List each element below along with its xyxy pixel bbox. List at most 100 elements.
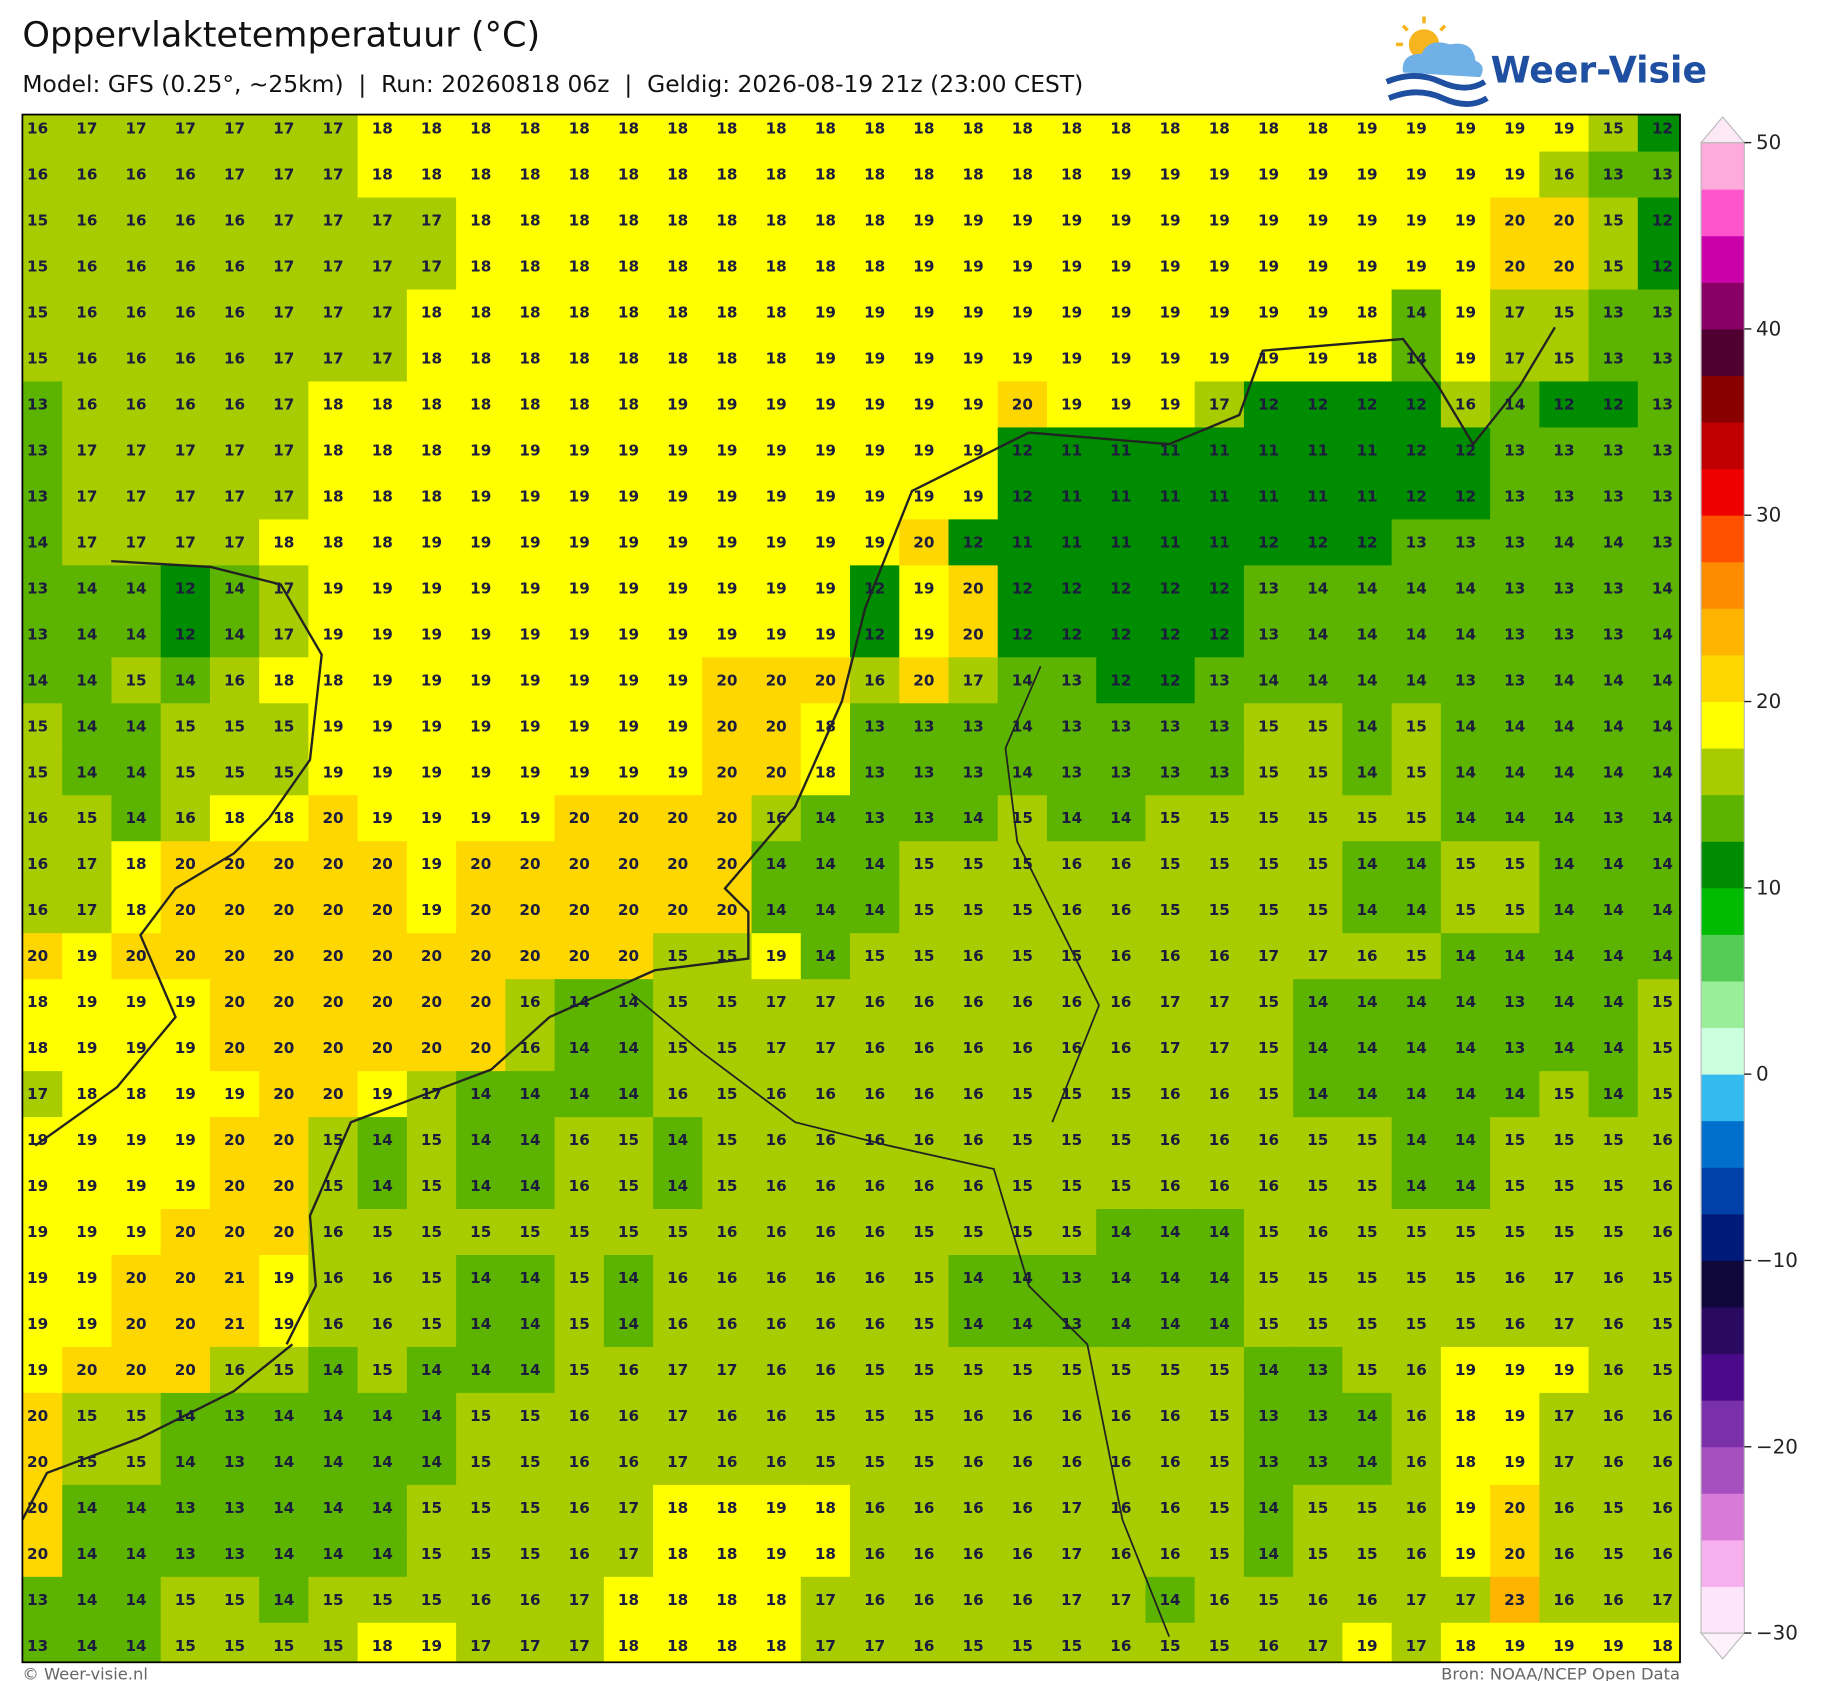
temperature-value: 15 xyxy=(322,1131,343,1149)
temperature-cell xyxy=(899,1209,950,1256)
temperature-value: 17 xyxy=(519,1637,540,1655)
temperature-value: 15 xyxy=(716,993,737,1011)
temperature-value: 17 xyxy=(815,1637,836,1655)
temperature-value: 19 xyxy=(963,258,984,276)
temperature-value: 15 xyxy=(1504,1177,1525,1195)
temperature-cell xyxy=(653,427,704,475)
temperature-cell xyxy=(1637,1346,1681,1394)
temperature-value: 20 xyxy=(667,809,688,827)
temperature-value: 16 xyxy=(1258,1637,1279,1655)
temperature-cell xyxy=(1539,657,1590,704)
temperature-value: 16 xyxy=(1406,1361,1427,1379)
temperature-value: 13 xyxy=(1110,717,1131,735)
temperature-cell xyxy=(22,1438,63,1486)
temperature-cell xyxy=(653,933,704,980)
temperature-value: 19 xyxy=(1307,349,1328,367)
temperature-cell xyxy=(800,1300,851,1348)
temperature-value: 19 xyxy=(1553,1637,1574,1655)
temperature-value: 14 xyxy=(1603,717,1624,735)
temperature-cell xyxy=(1588,565,1639,613)
temperature-cell xyxy=(1637,335,1681,383)
temperature-value: 15 xyxy=(126,1407,147,1425)
temperature-value: 16 xyxy=(864,1223,885,1241)
temperature-cell xyxy=(505,1392,556,1440)
temperature-cell xyxy=(702,611,753,659)
temperature-cell xyxy=(1096,1255,1147,1302)
temperature-cell xyxy=(1440,841,1491,888)
temperature-cell xyxy=(1194,381,1245,429)
temperature-cell xyxy=(259,1346,310,1394)
temperature-cell xyxy=(554,657,605,704)
temperature-value: 12 xyxy=(1455,487,1476,505)
temperature-cell xyxy=(1145,1071,1196,1118)
temperature-value: 15 xyxy=(667,1039,688,1057)
temperature-value: 20 xyxy=(372,947,393,965)
temperature-value: 19 xyxy=(1258,212,1279,230)
temperature-value: 18 xyxy=(716,258,737,276)
temperature-value: 19 xyxy=(1406,258,1427,276)
temperature-value: 16 xyxy=(126,166,147,184)
colorbar-segment xyxy=(1701,1493,1745,1541)
temperature-cell xyxy=(1637,289,1681,337)
temperature-cell xyxy=(62,565,113,613)
temperature-cell xyxy=(1588,114,1639,153)
temperature-cell xyxy=(406,519,457,567)
temperature-cell xyxy=(1046,1117,1097,1164)
temperature-value: 16 xyxy=(864,1177,885,1195)
temperature-cell xyxy=(653,1622,704,1663)
colorbar-segment xyxy=(1701,1586,1745,1634)
temperature-value: 19 xyxy=(1307,166,1328,184)
temperature-cell xyxy=(1490,381,1541,429)
temperature-cell xyxy=(1391,749,1442,796)
temperature-value: 14 xyxy=(1652,579,1673,597)
temperature-value: 13 xyxy=(1504,579,1525,597)
temperature-value: 13 xyxy=(864,717,885,735)
temperature-value: 15 xyxy=(1061,1361,1082,1379)
temperature-value: 16 xyxy=(716,1453,737,1471)
temperature-cell xyxy=(997,1438,1048,1486)
temperature-cell xyxy=(357,1300,408,1348)
temperature-value: 15 xyxy=(1012,1177,1033,1195)
temperature-value: 15 xyxy=(1553,303,1574,321)
temperature-value: 14 xyxy=(569,1085,590,1103)
temperature-value: 14 xyxy=(1406,579,1427,597)
temperature-cell xyxy=(160,335,211,383)
temperature-value: 13 xyxy=(1603,441,1624,459)
temperature-value: 19 xyxy=(1455,120,1476,138)
temperature-cell xyxy=(1046,1438,1097,1486)
temperature-value: 18 xyxy=(716,212,737,230)
temperature-cell xyxy=(160,703,211,750)
temperature-value: 17 xyxy=(1504,303,1525,321)
temperature-value: 20 xyxy=(372,901,393,919)
temperature-cell xyxy=(62,1576,113,1624)
temperature-value: 13 xyxy=(1652,441,1673,459)
temperature-value: 14 xyxy=(1159,1591,1180,1609)
temperature-cell xyxy=(1194,565,1245,613)
temperature-value: 20 xyxy=(1504,212,1525,230)
temperature-value: 18 xyxy=(913,166,934,184)
temperature-cell xyxy=(1637,473,1681,521)
temperature-value: 16 xyxy=(175,303,196,321)
temperature-cell xyxy=(1588,1117,1639,1164)
temperature-value: 14 xyxy=(1406,901,1427,919)
temperature-value: 16 xyxy=(766,1177,787,1195)
temperature-value: 19 xyxy=(864,533,885,551)
temperature-cell xyxy=(111,197,162,245)
temperature-value: 20 xyxy=(273,1085,294,1103)
temperature-value: 18 xyxy=(864,120,885,138)
temperature-value: 12 xyxy=(1406,395,1427,413)
temperature-cell xyxy=(1342,1438,1393,1486)
temperature-cell xyxy=(1440,519,1491,567)
temperature-value: 16 xyxy=(864,1269,885,1287)
temperature-value: 15 xyxy=(27,349,48,367)
temperature-cell xyxy=(160,151,211,199)
temperature-cell xyxy=(751,114,802,153)
temperature-cell xyxy=(505,887,556,934)
temperature-cell xyxy=(948,335,999,383)
temperature-value: 14 xyxy=(618,993,639,1011)
temperature-value: 14 xyxy=(1406,671,1427,689)
temperature-cell xyxy=(948,795,999,842)
temperature-cell xyxy=(1293,565,1344,613)
temperature-cell xyxy=(406,933,457,980)
temperature-cell xyxy=(653,749,704,796)
